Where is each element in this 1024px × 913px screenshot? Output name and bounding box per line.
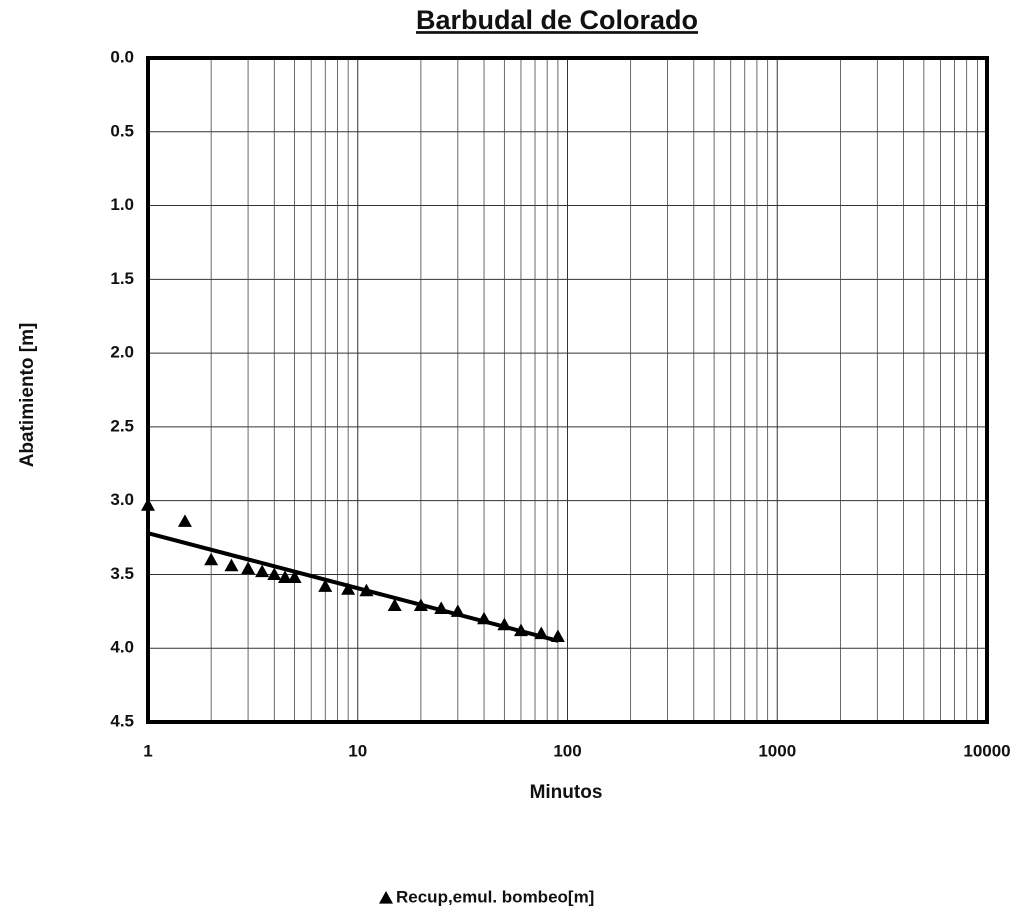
x-tick-label: 100 xyxy=(553,741,581,760)
data-point xyxy=(224,558,239,572)
y-tick-label: 2.0 xyxy=(110,343,134,362)
data-point xyxy=(550,629,565,643)
data-point xyxy=(497,617,512,631)
y-tick-label: 1.5 xyxy=(110,269,134,288)
legend-marker xyxy=(379,891,393,904)
plot-frame xyxy=(146,56,989,724)
data-point xyxy=(359,583,374,597)
x-tick-label: 10000 xyxy=(963,741,1010,760)
chart-title: Barbudal de Colorado xyxy=(416,5,698,35)
trendline xyxy=(147,531,559,643)
data-point xyxy=(534,626,549,640)
x-tick-label: 1 xyxy=(143,741,152,760)
legend-label: Recup,emul. bombeo[m] xyxy=(396,887,594,906)
y-tick-label: 0.5 xyxy=(110,121,134,140)
data-point xyxy=(141,498,155,511)
x-tick-label: 10 xyxy=(348,741,367,760)
y-tick-label: 0.0 xyxy=(110,47,134,66)
x-tick-label: 1000 xyxy=(758,741,796,760)
y-tick-label: 3.0 xyxy=(110,490,134,509)
y-tick-label: 4.0 xyxy=(110,638,134,657)
y-axis-label: Abatimiento [m] xyxy=(17,323,38,468)
y-tick-label: 3.5 xyxy=(110,564,134,583)
data-point xyxy=(477,611,492,625)
data-point xyxy=(177,514,192,527)
data-point xyxy=(387,598,402,612)
data-point xyxy=(450,604,465,617)
data-point xyxy=(434,601,449,614)
data-point xyxy=(278,570,293,583)
data-point xyxy=(413,598,428,612)
data-point xyxy=(287,570,302,583)
y-tick-label: 4.5 xyxy=(110,711,134,730)
data-point xyxy=(318,579,333,592)
y-tick-label: 2.5 xyxy=(110,416,134,435)
data-point xyxy=(341,582,356,595)
x-axis-label: Minutos xyxy=(530,782,603,803)
y-tick-label: 1.0 xyxy=(110,195,134,214)
data-point xyxy=(241,561,256,575)
data-point xyxy=(267,567,282,581)
data-point xyxy=(255,564,270,578)
data-point xyxy=(204,552,219,566)
data-point xyxy=(513,623,528,637)
